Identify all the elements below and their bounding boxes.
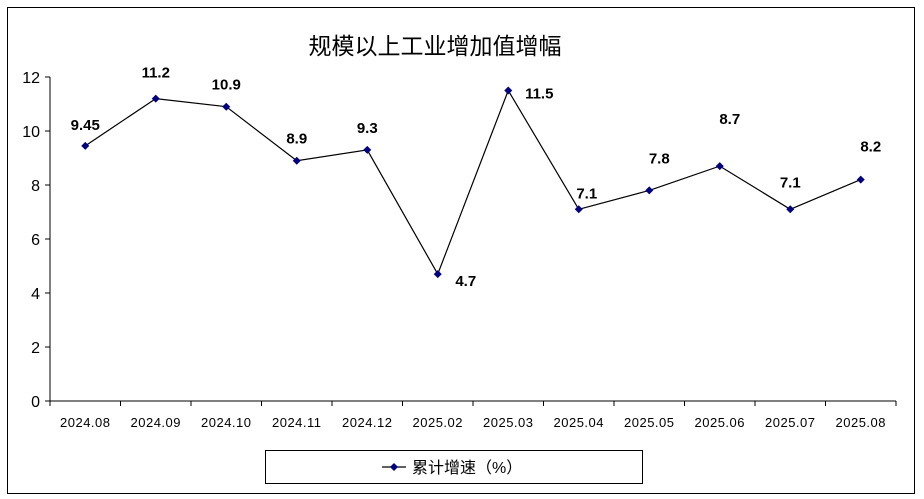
data-label: 7.8 xyxy=(649,150,670,167)
data-label: 4.7 xyxy=(455,273,476,290)
data-label: 9.3 xyxy=(357,120,378,137)
x-tick-label: 2024.08 xyxy=(60,415,111,430)
x-tick-label: 2025.03 xyxy=(483,415,534,430)
data-label: 10.9 xyxy=(212,77,241,94)
data-point xyxy=(81,141,90,150)
data-point xyxy=(504,86,513,95)
x-tick-label: 2025.06 xyxy=(695,415,746,430)
data-point xyxy=(786,205,795,214)
x-tick-label: 2025.07 xyxy=(765,415,816,430)
data-point xyxy=(574,205,583,214)
data-point xyxy=(363,145,372,154)
x-tick-label: 2025.08 xyxy=(836,415,887,430)
data-label: 8.9 xyxy=(286,131,307,148)
chart-title: 规模以上工业增加值增幅 xyxy=(309,33,562,59)
series-line xyxy=(84,89,861,276)
chart-border xyxy=(7,7,915,494)
legend-box xyxy=(265,450,643,484)
y-tick-label: 2 xyxy=(31,340,40,357)
data-label: 11.5 xyxy=(525,86,553,103)
x-tick-label: 2024.12 xyxy=(342,415,393,430)
data-label: 8.2 xyxy=(860,139,881,156)
data-point xyxy=(292,156,301,165)
data-point xyxy=(151,94,160,103)
data-label: 11.2 xyxy=(142,65,170,82)
x-tick-label: 2025.05 xyxy=(624,415,675,430)
x-tick-label: 2025.02 xyxy=(413,415,464,430)
data-label: 8.7 xyxy=(719,111,740,128)
legend-label: 累计增速（%） xyxy=(412,459,522,477)
x-tick-label: 2024.09 xyxy=(131,415,182,430)
data-label: 9.45 xyxy=(71,117,100,134)
data-point xyxy=(715,162,724,171)
data-point xyxy=(856,175,865,184)
y-tick-label: 8 xyxy=(31,178,40,195)
y-tick-label: 12 xyxy=(22,70,40,87)
y-tick-label: 4 xyxy=(31,286,40,303)
data-label: 7.1 xyxy=(780,174,801,191)
data-point xyxy=(433,270,442,279)
data-point xyxy=(222,102,231,111)
x-tick-label: 2024.11 xyxy=(272,415,322,430)
x-tick-label: 2025.04 xyxy=(554,415,605,430)
legend-marker xyxy=(390,463,398,471)
x-tick-label: 2024.10 xyxy=(201,415,252,430)
y-tick-label: 0 xyxy=(31,394,40,411)
data-point xyxy=(645,186,654,195)
y-tick-label: 6 xyxy=(31,232,40,249)
y-tick-label: 10 xyxy=(22,124,40,141)
data-label: 7.1 xyxy=(576,185,597,202)
